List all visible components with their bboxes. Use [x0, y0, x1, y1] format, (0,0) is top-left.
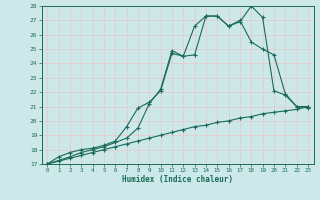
- X-axis label: Humidex (Indice chaleur): Humidex (Indice chaleur): [122, 175, 233, 184]
